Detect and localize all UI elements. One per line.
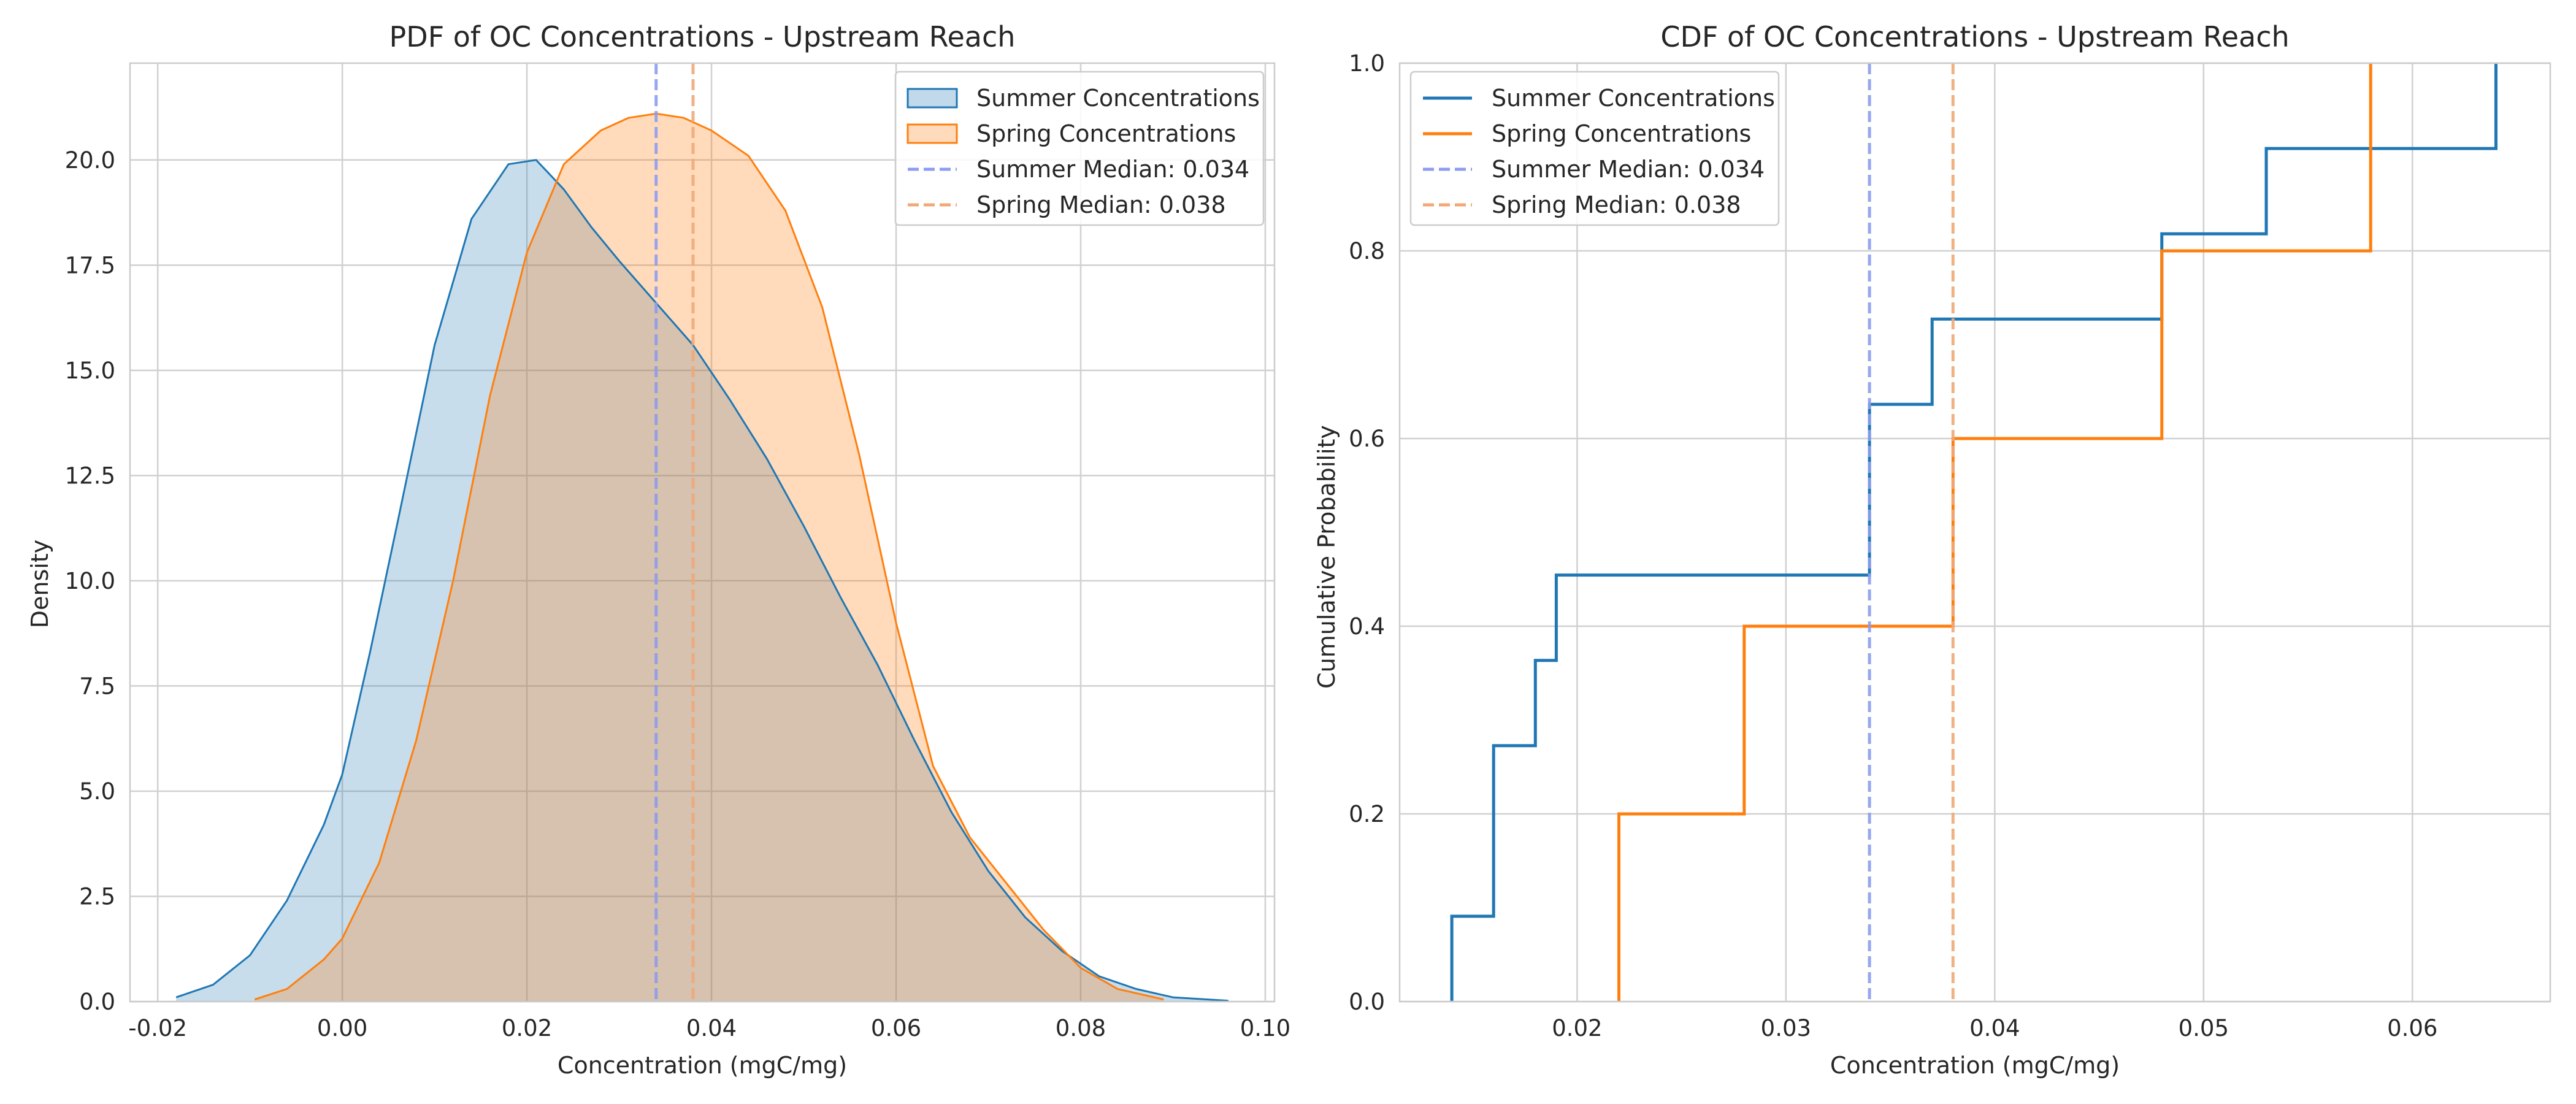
pdf-xtick-label: 0.06 [871, 1015, 921, 1041]
pdf-legend-swatch-0 [907, 88, 958, 109]
pdf-legend-label: Spring Median: 0.038 [976, 191, 1226, 218]
pdf-chart: PDF of OC Concentrations - Upstream Reac… [26, 20, 1290, 1079]
pdf-ytick-label: 0.0 [79, 989, 115, 1015]
pdf-curve-1 [254, 112, 1164, 1001]
pdf-ylabel: Density [26, 540, 53, 628]
cdf-ytick-label: 0.2 [1349, 801, 1385, 827]
cdf-legend: Summer Concentrations Spring Concentratio… [1409, 71, 1780, 226]
pdf-ytick-label: 15.0 [65, 358, 115, 384]
pdf-ytick-label: 12.5 [65, 462, 115, 489]
cdf-legend-label: Summer Median: 0.034 [1492, 156, 1765, 183]
cdf-step-0 [1450, 63, 2497, 1002]
pdf-ytick-label: 5.0 [79, 778, 115, 805]
pdf-legend-label: Summer Concentrations [976, 85, 1260, 112]
pdf-legend-swatch-1 [907, 123, 958, 144]
cdf-title: CDF of OC Concentrations - Upstream Reac… [1660, 20, 2289, 53]
pdf-xtick-label: -0.02 [128, 1015, 187, 1041]
pdf-legend-label: Spring Concentrations [976, 120, 1236, 147]
cdf-xlabel: Concentration (mgC/mg) [1830, 1052, 2120, 1079]
cdf-xtick-label: 0.02 [1552, 1015, 1602, 1041]
pdf-xtick-label: 0.02 [502, 1015, 552, 1041]
pdf-ytick-label: 2.5 [79, 883, 115, 910]
pdf-legend-label: Summer Median: 0.034 [976, 156, 1249, 183]
cdf-legend-label: Spring Median: 0.038 [1492, 191, 1741, 218]
pdf-ytick-label: 10.0 [65, 568, 115, 594]
pdf-axes-frame [129, 62, 1276, 1003]
cdf-xtick-label: 0.05 [2179, 1015, 2229, 1041]
cdf-legend-label: Spring Concentrations [1492, 120, 1751, 147]
pdf-legend: Summer Concentrations Spring Concentratio… [894, 71, 1265, 226]
pdf-legend-frame [894, 71, 1265, 226]
cdf-ytick-label: 1.0 [1349, 50, 1385, 77]
cdf-axes-frame [1398, 62, 2551, 1003]
cdf-xtick-label: 0.06 [2387, 1015, 2437, 1041]
pdf-area-0 [176, 159, 1229, 1002]
pdf-xtick-label: 0.08 [1056, 1015, 1106, 1041]
cdf-xtick-label: 0.04 [1969, 1015, 2020, 1041]
pdf-ytick-label: 17.5 [65, 252, 115, 278]
cdf-legend-frame [1409, 71, 1780, 226]
pdf-area-1 [255, 113, 1164, 1002]
cdf-ytick-label: 0.4 [1349, 613, 1385, 640]
cdf-plot-area [1450, 63, 2497, 1002]
pdf-xtick-label: 0.04 [686, 1015, 737, 1041]
cdf-legend-label: Summer Concentrations [1492, 85, 1775, 112]
cdf-xtick-label: 0.03 [1761, 1015, 1811, 1041]
cdf-ytick-label: 0.6 [1349, 426, 1385, 452]
cdf-chart: CDF of OC Concentrations - Upstream Reac… [1313, 20, 2551, 1079]
pdf-xlabel: Concentration (mgC/mg) [558, 1052, 847, 1079]
pdf-xtick-label: 0.00 [317, 1015, 367, 1041]
pdf-ytick-label: 7.5 [79, 673, 115, 699]
cdf-ytick-label: 0.0 [1349, 989, 1385, 1015]
cdf-ylabel: Cumulative Probability [1313, 425, 1340, 689]
pdf-ytick-label: 20.0 [65, 147, 115, 174]
pdf-title: PDF of OC Concentrations - Upstream Reac… [389, 20, 1016, 53]
pdf-plot-area [175, 63, 1229, 1002]
pdf-xtick-label: 0.10 [1240, 1015, 1290, 1041]
cdf-ytick-label: 0.8 [1349, 238, 1385, 264]
